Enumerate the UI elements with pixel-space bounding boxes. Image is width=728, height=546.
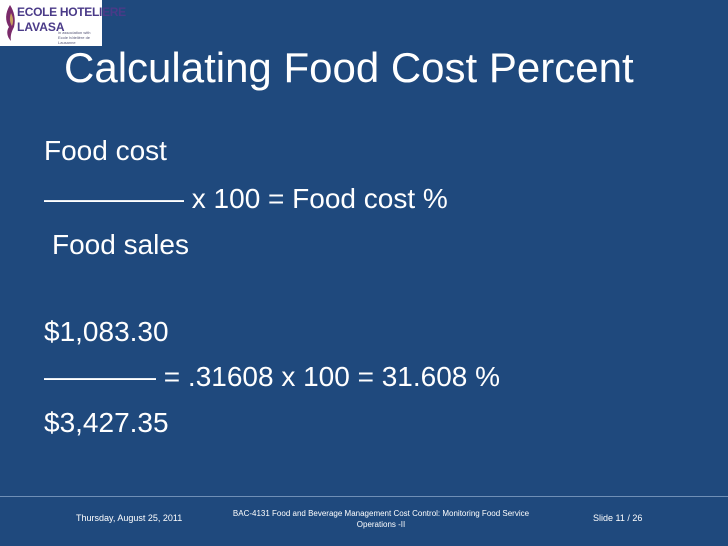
logo-text-line1: ECOLE HOTELIERE (17, 5, 126, 19)
formula-numerator: Food cost (44, 135, 167, 166)
logo-tagline: in association with Ecole hôtelière de L… (58, 30, 91, 45)
example-numerator: $1,083.30 (44, 316, 169, 347)
formula-fraction-line: ————— x 100 = Food cost % (44, 183, 448, 214)
school-logo: ECOLE HOTELIERE LAVASA in association wi… (0, 0, 126, 46)
example-denominator: $3,427.35 (44, 407, 169, 438)
logo-text-line2: LAVASA (17, 20, 65, 34)
footer-date: Thursday, August 25, 2011 (76, 513, 183, 523)
flame-logo-icon (6, 5, 15, 41)
slide-title: Calculating Food Cost Percent (64, 44, 634, 91)
footer-divider (0, 496, 728, 497)
example-fraction-line: ———— = .31608 x 100 = 31.608 % (44, 361, 501, 392)
formula-denominator: Food sales (52, 229, 189, 260)
footer-course-title: BAC-4131 Food and Beverage Management Co… (232, 509, 530, 529)
slide-number: Slide 11 / 26 (593, 513, 643, 523)
